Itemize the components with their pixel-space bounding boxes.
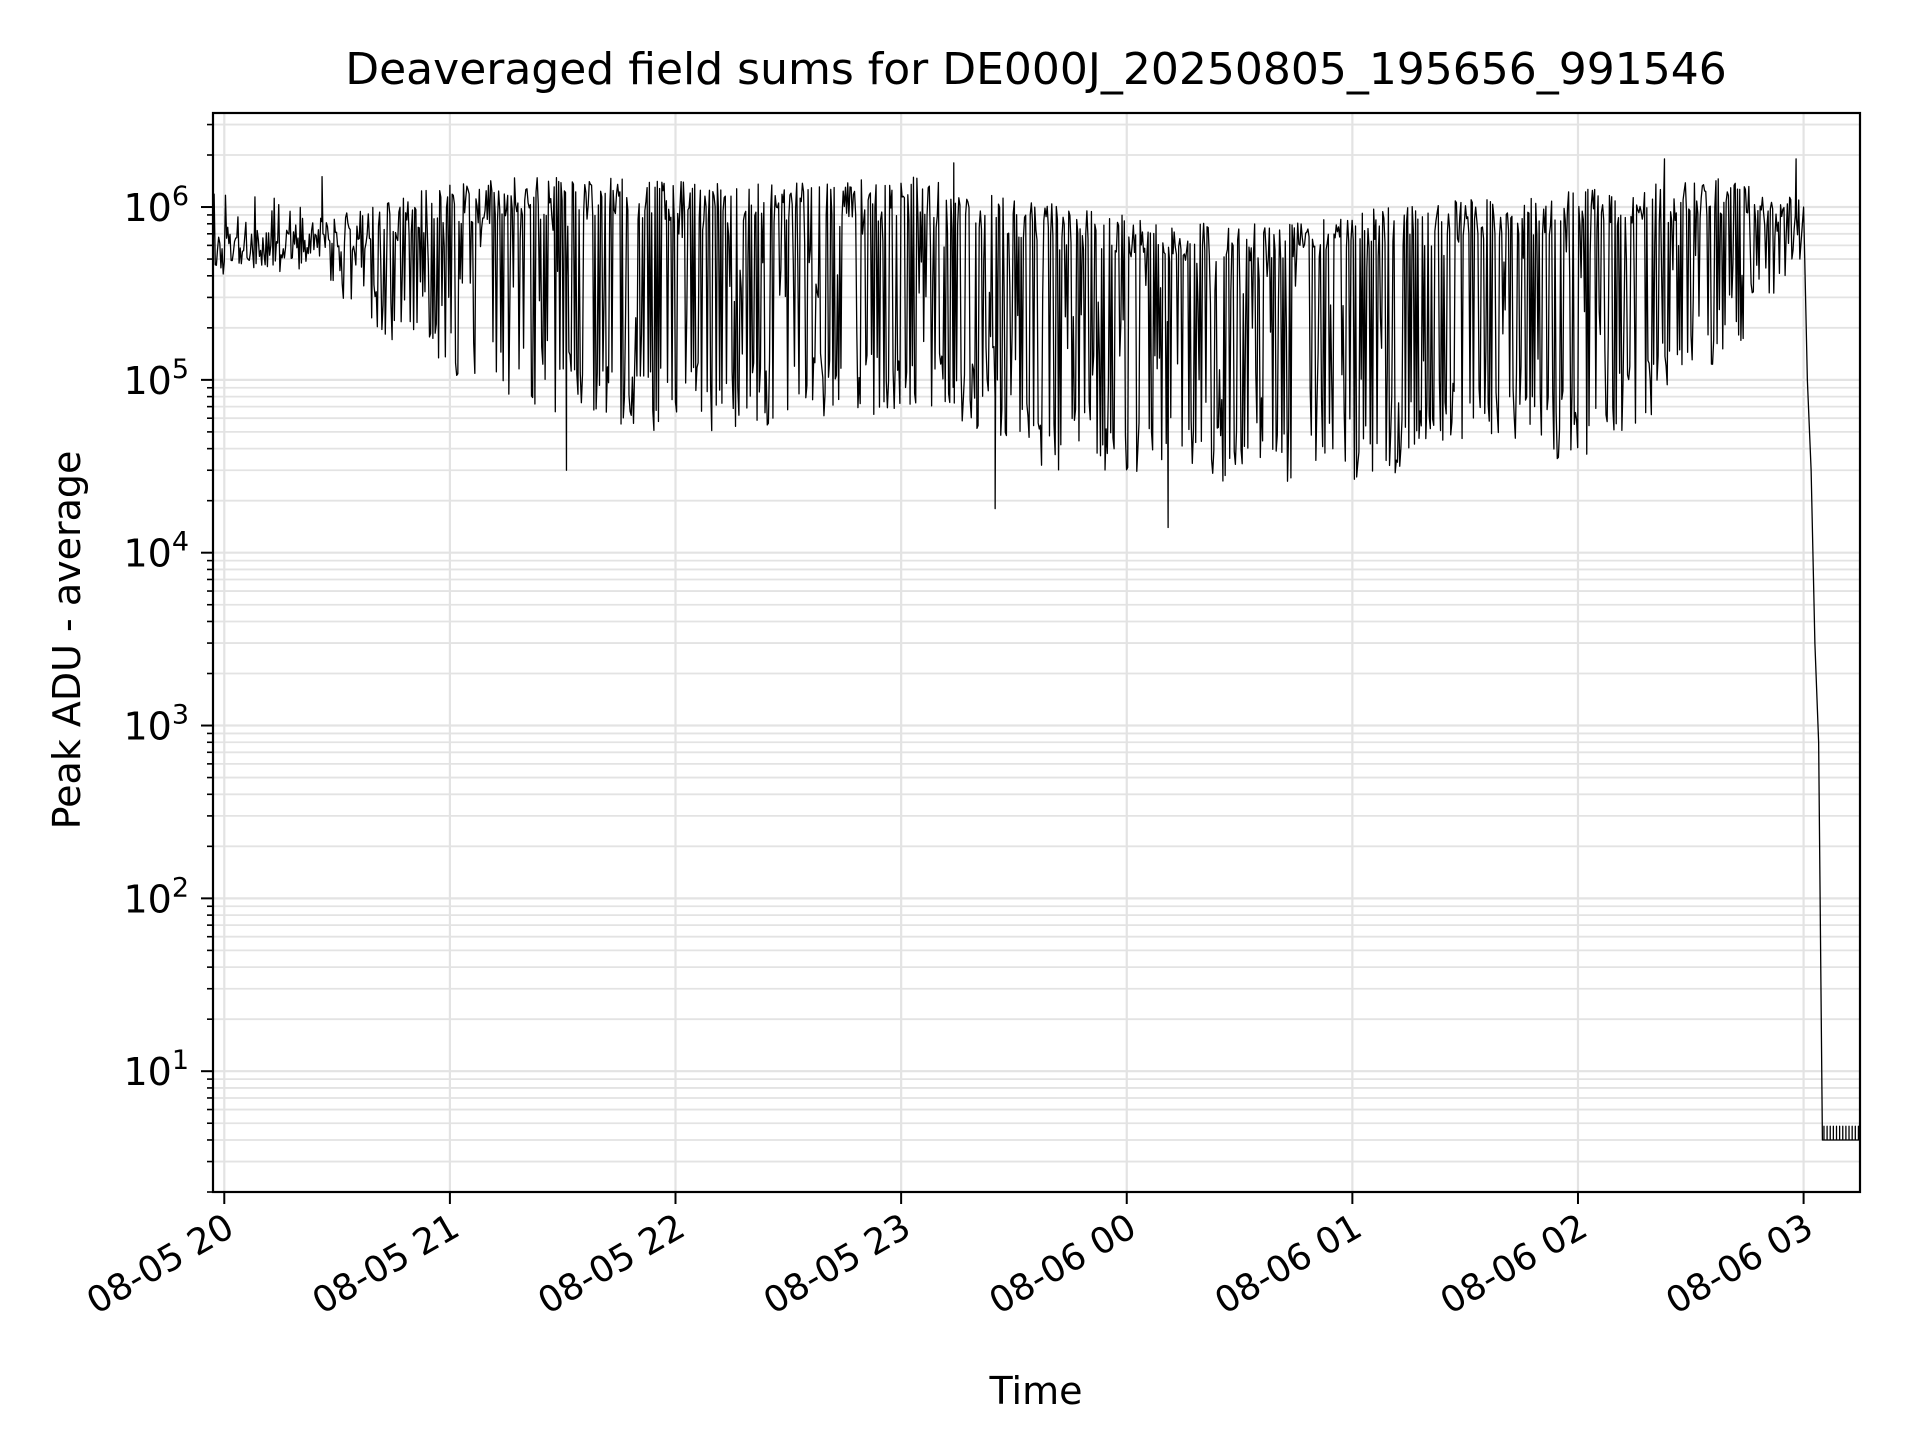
y-tick-label: 101: [123, 1045, 189, 1094]
y-axis-label: Peak ADU - average: [45, 451, 89, 830]
chart-title: Deaveraged field sums for DE000J_2025080…: [345, 44, 1727, 95]
y-tick-label: 105: [123, 354, 189, 403]
plot-border: [211, 111, 1862, 1194]
data-area: [212, 158, 1860, 1141]
x-axis-label: Time: [989, 1369, 1083, 1413]
y-axis-ticks: 101 102 103 104 105 106: [123, 123, 213, 1193]
y-tick-label: 102: [123, 872, 189, 921]
y-tick-label: 104: [123, 527, 189, 576]
grid-lines: [213, 113, 1860, 1193]
y-tick-label: 103: [123, 700, 189, 749]
series-line: [212, 158, 1860, 1141]
y-tick-label: 106: [123, 181, 189, 230]
plot-frame: [211, 111, 1862, 1194]
